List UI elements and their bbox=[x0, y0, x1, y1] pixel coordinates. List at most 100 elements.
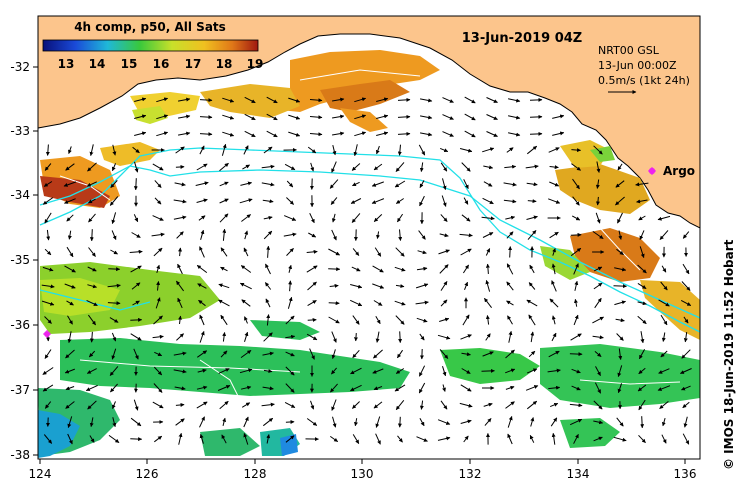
current-arrow bbox=[199, 132, 213, 137]
current-arrow bbox=[659, 230, 669, 240]
current-arrow bbox=[152, 334, 164, 339]
current-arrow bbox=[198, 299, 206, 307]
current-arrow bbox=[328, 248, 340, 256]
current-arrow bbox=[461, 368, 471, 374]
current-arrow bbox=[373, 214, 383, 222]
current-arrow bbox=[44, 316, 52, 324]
current-arrow bbox=[372, 283, 385, 289]
colorbar-tick: 19 bbox=[247, 57, 264, 71]
current-arrow bbox=[286, 180, 294, 188]
current-arrow bbox=[398, 331, 403, 343]
current-arrow bbox=[350, 384, 362, 392]
current-arrow bbox=[152, 163, 164, 171]
current-arrow bbox=[571, 385, 581, 391]
current-arrow bbox=[174, 386, 186, 391]
current-arrow bbox=[111, 348, 117, 360]
current-arrow bbox=[593, 145, 603, 155]
current-arrow bbox=[285, 435, 295, 443]
current-arrow bbox=[331, 331, 337, 343]
current-arrow bbox=[286, 248, 294, 256]
current-arrow bbox=[570, 247, 582, 257]
current-arrow bbox=[617, 365, 623, 377]
current-arrow bbox=[442, 178, 447, 190]
current-arrow bbox=[111, 230, 117, 240]
current-arrow bbox=[419, 180, 425, 188]
current-arrow bbox=[88, 213, 96, 223]
current-arrow bbox=[131, 232, 141, 238]
current-arrow bbox=[572, 178, 580, 190]
current-arrow bbox=[218, 299, 230, 307]
lon-label: 132 bbox=[459, 467, 482, 481]
current-arrow bbox=[107, 283, 121, 288]
current-arrow bbox=[132, 146, 140, 154]
current-arrow bbox=[508, 330, 513, 343]
current-arrow bbox=[661, 265, 667, 273]
current-arrow bbox=[595, 179, 600, 189]
current-arrow bbox=[306, 265, 318, 273]
current-arrow bbox=[442, 366, 447, 377]
current-arrow bbox=[112, 144, 117, 156]
current-arrow bbox=[530, 331, 535, 343]
current-arrow bbox=[660, 350, 668, 358]
current-arrow bbox=[67, 416, 73, 428]
current-arrow bbox=[44, 163, 52, 171]
current-arrow bbox=[308, 232, 317, 238]
current-arrow bbox=[284, 163, 296, 171]
current-arrow bbox=[375, 331, 380, 343]
current-arrow bbox=[241, 402, 251, 408]
current-arrow bbox=[596, 161, 601, 173]
current-arrow bbox=[637, 282, 647, 290]
current-arrow bbox=[508, 246, 513, 258]
current-arrow bbox=[397, 131, 411, 136]
current-arrow bbox=[109, 196, 119, 206]
current-arrow bbox=[395, 198, 404, 204]
current-arrow bbox=[307, 281, 317, 291]
current-arrow bbox=[240, 349, 252, 359]
lat-label: -35 bbox=[10, 253, 30, 267]
current-arrow bbox=[505, 349, 515, 359]
current-arrow bbox=[68, 146, 72, 154]
current-arrow bbox=[199, 433, 204, 444]
current-arrow bbox=[175, 164, 185, 169]
current-arrow bbox=[197, 283, 207, 289]
current-arrow bbox=[244, 96, 256, 104]
current-arrow bbox=[353, 144, 358, 157]
current-arrow bbox=[528, 282, 536, 290]
current-arrow bbox=[505, 385, 515, 390]
current-arrow bbox=[549, 231, 559, 239]
current-arrow bbox=[486, 114, 498, 120]
current-arrow bbox=[43, 434, 53, 444]
current-arrow bbox=[155, 297, 161, 309]
info-time: 13-Jun 00:00Z bbox=[598, 59, 677, 72]
current-arrow bbox=[618, 230, 623, 240]
argo-marker-west[interactable] bbox=[43, 330, 51, 338]
current-arrow bbox=[88, 247, 96, 257]
current-arrow bbox=[551, 263, 556, 275]
current-arrow bbox=[372, 265, 384, 273]
current-arrow bbox=[306, 333, 318, 341]
colorbar-tick: 18 bbox=[216, 57, 233, 71]
current-arrow bbox=[661, 332, 666, 342]
current-arrow bbox=[640, 416, 645, 429]
current-arrow bbox=[527, 199, 537, 204]
colorbar-tick: 14 bbox=[89, 57, 106, 71]
current-arrow bbox=[527, 230, 537, 240]
current-arrow bbox=[483, 165, 494, 170]
current-arrow bbox=[506, 300, 514, 306]
current-arrow bbox=[352, 434, 360, 444]
current-arrow bbox=[418, 230, 426, 240]
current-arrow bbox=[680, 368, 692, 374]
argo-marker[interactable] bbox=[648, 167, 656, 175]
current-arrow bbox=[439, 264, 449, 274]
current-arrow bbox=[373, 163, 383, 171]
current-arrow bbox=[152, 215, 164, 221]
current-arrow bbox=[659, 401, 669, 409]
current-arrow bbox=[88, 350, 96, 358]
current-arrow bbox=[439, 349, 449, 359]
current-arrow bbox=[177, 263, 183, 275]
current-arrow bbox=[638, 215, 646, 221]
lon-axis: 124 126 128 130 132 134 136 bbox=[29, 459, 696, 481]
current-arrow bbox=[638, 399, 646, 411]
current-arrow bbox=[440, 147, 449, 153]
